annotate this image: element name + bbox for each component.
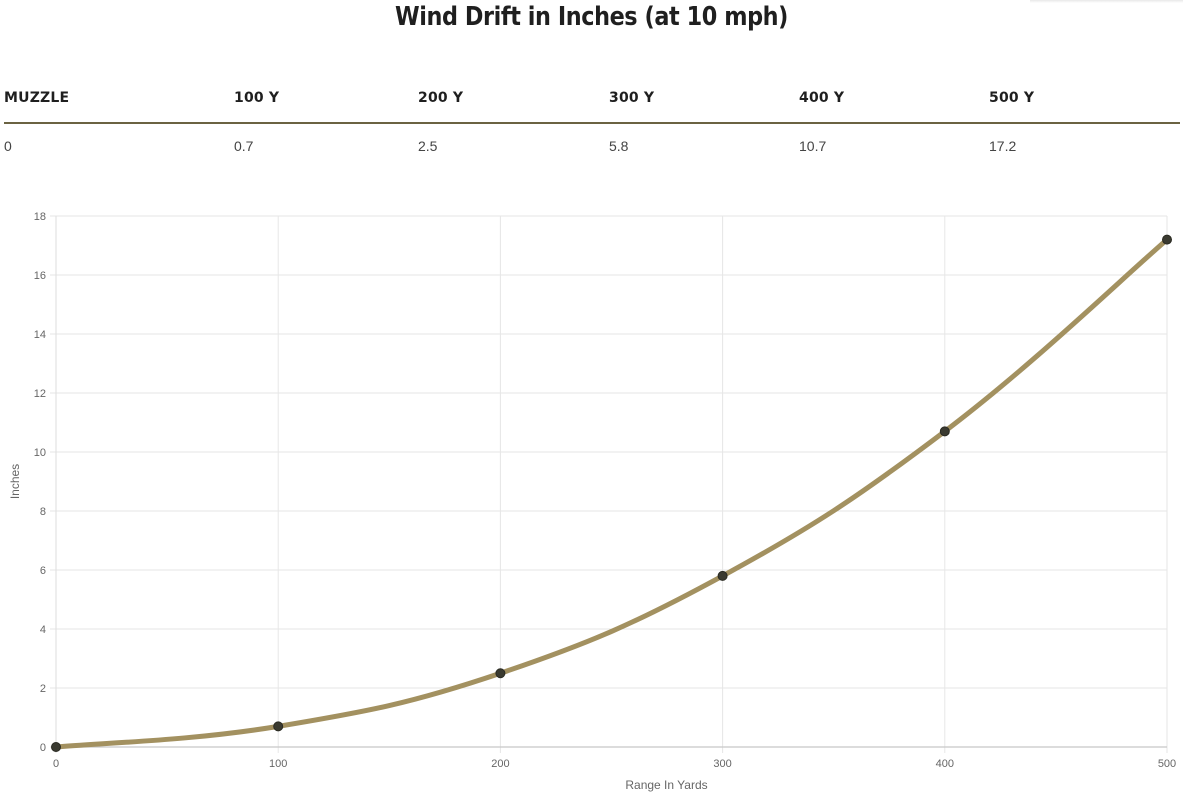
data-point [495, 668, 506, 679]
data-point [1162, 234, 1172, 245]
y-tick-label: 8 [40, 506, 46, 518]
table-header-row: MUZZLE 100 Y 200 Y 300 Y 400 Y 500 Y [4, 86, 1180, 124]
y-tick-label: 12 [34, 388, 46, 400]
data-point [273, 721, 284, 732]
y-tick-label: 0 [40, 742, 46, 754]
table-cell-200y: 2.5 [418, 138, 438, 154]
grid-layer [50, 215, 1168, 753]
x-tick-label: 100 [269, 758, 287, 770]
table-header-500y: 500 Y [989, 86, 1180, 124]
series-layer [51, 234, 1172, 752]
table-header-400y: 400 Y [799, 86, 989, 124]
y-tick-label: 14 [34, 329, 46, 341]
series-line [53, 237, 1170, 750]
y-tick-label: 16 [34, 270, 46, 282]
table-header-100y: 100 Y [234, 86, 418, 124]
table-cell-400y: 10.7 [799, 138, 827, 154]
axis-layer: 0 2 4 6 8 10 12 14 16 18 0 100 200 300 400 500 [34, 211, 1176, 770]
y-axis-title: Inches [8, 464, 22, 499]
chart-title: Wind Drift in Inches (at 10 mph) [395, 2, 788, 32]
y-tick-label: 4 [40, 624, 46, 636]
data-point [51, 742, 61, 752]
data-point [939, 426, 950, 437]
table-cell-100y: 0.7 [234, 138, 254, 154]
table-header-muzzle: MUZZLE [4, 86, 234, 124]
y-tick-label: 18 [34, 211, 46, 223]
x-tick-label: 200 [491, 758, 509, 770]
table-cell-300y: 5.8 [609, 138, 629, 154]
wind-drift-table: MUZZLE 100 Y 200 Y 300 Y 400 Y 500 Y 0 0… [4, 86, 1180, 154]
table-cell-500y: 17.2 [989, 138, 1017, 154]
table-cell-muzzle: 0 [4, 138, 12, 154]
y-tick-label: 2 [40, 683, 46, 695]
table-row: 0 0.7 2.5 5.8 10.7 17.2 [4, 123, 1180, 154]
table-header-300y: 300 Y [609, 86, 799, 124]
x-tick-label: 400 [936, 758, 954, 770]
data-point [717, 570, 728, 581]
x-tick-label: 300 [713, 758, 731, 770]
x-tick-label: 500 [1158, 758, 1176, 770]
corner-shadow [1030, 0, 1183, 3]
table-header-200y: 200 Y [418, 86, 609, 124]
y-tick-label: 6 [40, 565, 46, 577]
x-axis-title: Range In Yards [625, 778, 707, 792]
y-tick-label: 10 [34, 447, 46, 459]
x-tick-label: 0 [53, 758, 59, 770]
